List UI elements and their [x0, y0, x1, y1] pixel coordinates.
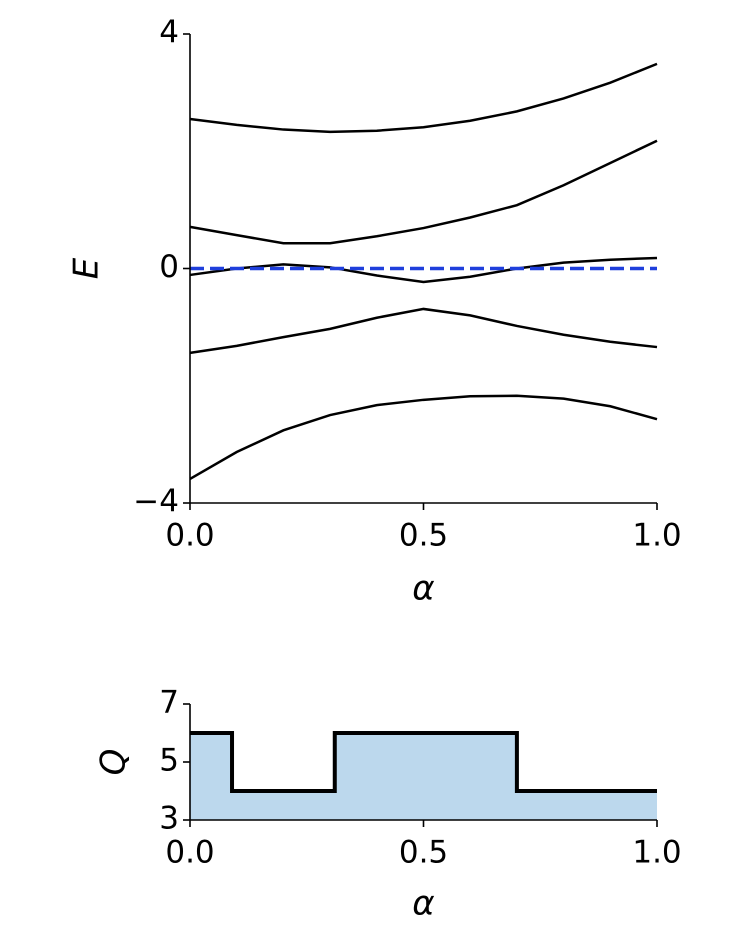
energy-line: [189, 139, 658, 245]
y-axis-label: Q: [94, 749, 134, 776]
x-tick-label: 0.5: [399, 835, 448, 871]
y-tick-label: 4: [159, 15, 179, 51]
y-tick-label: 7: [159, 685, 179, 721]
energy-line: [189, 256, 658, 284]
y-tick-label: 0: [159, 249, 179, 285]
x-tick-label: 1.0: [632, 518, 681, 554]
y-axis-label: E: [67, 257, 107, 279]
step-fill: [190, 733, 657, 820]
energy-line: [189, 394, 658, 481]
x-axis-label: α: [412, 569, 434, 609]
energy-line: [189, 307, 658, 355]
y-tick-label: 3: [159, 801, 179, 837]
energy-line: [189, 62, 658, 134]
y-tick-label: −4: [133, 484, 179, 520]
x-tick-label: 1.0: [632, 835, 681, 871]
step-line: [190, 731, 657, 793]
x-tick-label: 0.0: [165, 835, 214, 871]
x-tick-label: 0.0: [165, 518, 214, 554]
x-axis-label: α: [412, 884, 434, 924]
y-tick-label: 5: [159, 743, 179, 779]
x-tick-label: 0.5: [399, 518, 448, 554]
